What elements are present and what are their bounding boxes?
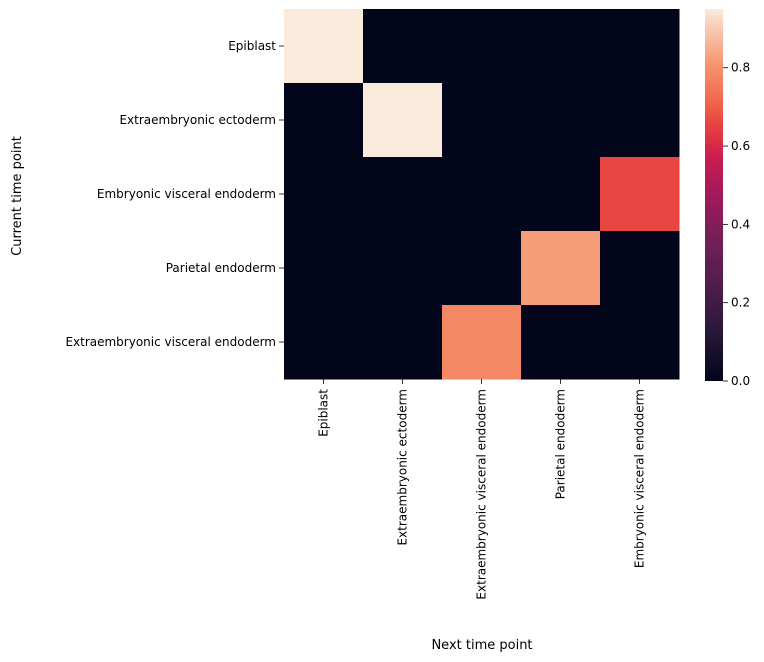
heatmap-cell: [600, 9, 680, 84]
heatmap-cell: [363, 9, 443, 84]
heatmap-cell: [521, 83, 601, 158]
heatmap-cell: [521, 9, 601, 84]
heatmap-cell: [521, 231, 601, 306]
heatmap-cell: [363, 305, 443, 380]
heatmap-cell: [363, 231, 443, 306]
y-axis-ticks: Epiblast Extraembryonic ectoderm Embryonic…: [65, 39, 284, 349]
heatmap-cell: [363, 83, 443, 158]
heatmap-cell: [284, 9, 364, 84]
heatmap-cell: [521, 305, 601, 380]
heatmap-cell: [442, 9, 522, 84]
x-axis-label: Next time point: [431, 638, 532, 653]
heatmap-cells: [284, 9, 680, 380]
colorbar-gradient: [705, 9, 723, 381]
heatmap-cell: [442, 305, 522, 380]
colorbar-tick-label: 0.4: [731, 217, 750, 231]
x-tick-label: Embryonic visceral endoderm: [633, 389, 647, 568]
heatmap-cell: [442, 83, 522, 158]
heatmap-cell: [600, 231, 680, 306]
heatmap-cell: [284, 231, 364, 306]
colorbar-tick-label: 0.6: [731, 139, 750, 153]
heatmap-cell: [521, 157, 601, 232]
x-tick-label: Epiblast: [317, 389, 331, 437]
y-tick-label: Embryonic visceral endoderm: [97, 187, 276, 201]
heatmap-cell: [442, 231, 522, 306]
heatmap-cell: [363, 157, 443, 232]
y-tick-label: Epiblast: [228, 39, 276, 53]
y-tick-label: Extraembryonic ectoderm: [119, 113, 276, 127]
colorbar-tick-label: 0.2: [731, 296, 750, 310]
colorbar-tick-label: 0.8: [731, 61, 750, 75]
x-tick-label: Extraembryonic visceral endoderm: [475, 389, 489, 600]
colorbar-tick-label: 0.0: [731, 374, 750, 388]
heatmap-cell: [442, 157, 522, 232]
y-tick-label: Extraembryonic visceral endoderm: [65, 335, 276, 349]
y-tick-label: Parietal endoderm: [166, 261, 276, 275]
heatmap-cell: [600, 157, 680, 232]
x-tick-label: Parietal endoderm: [554, 389, 568, 499]
heatmap-cell: [600, 83, 680, 158]
heatmap-cell: [600, 305, 680, 380]
x-tick-label: Extraembryonic ectoderm: [396, 389, 410, 546]
colorbar: 0.0 0.2 0.4 0.6 0.8: [705, 9, 750, 388]
heatmap-cell: [284, 157, 364, 232]
heatmap-cell: [284, 83, 364, 158]
heatmap-cell: [284, 305, 364, 380]
x-axis-ticks: Epiblast Extraembryonic ectoderm Extraembr…: [317, 379, 647, 600]
y-axis-label: Current time point: [10, 136, 25, 256]
